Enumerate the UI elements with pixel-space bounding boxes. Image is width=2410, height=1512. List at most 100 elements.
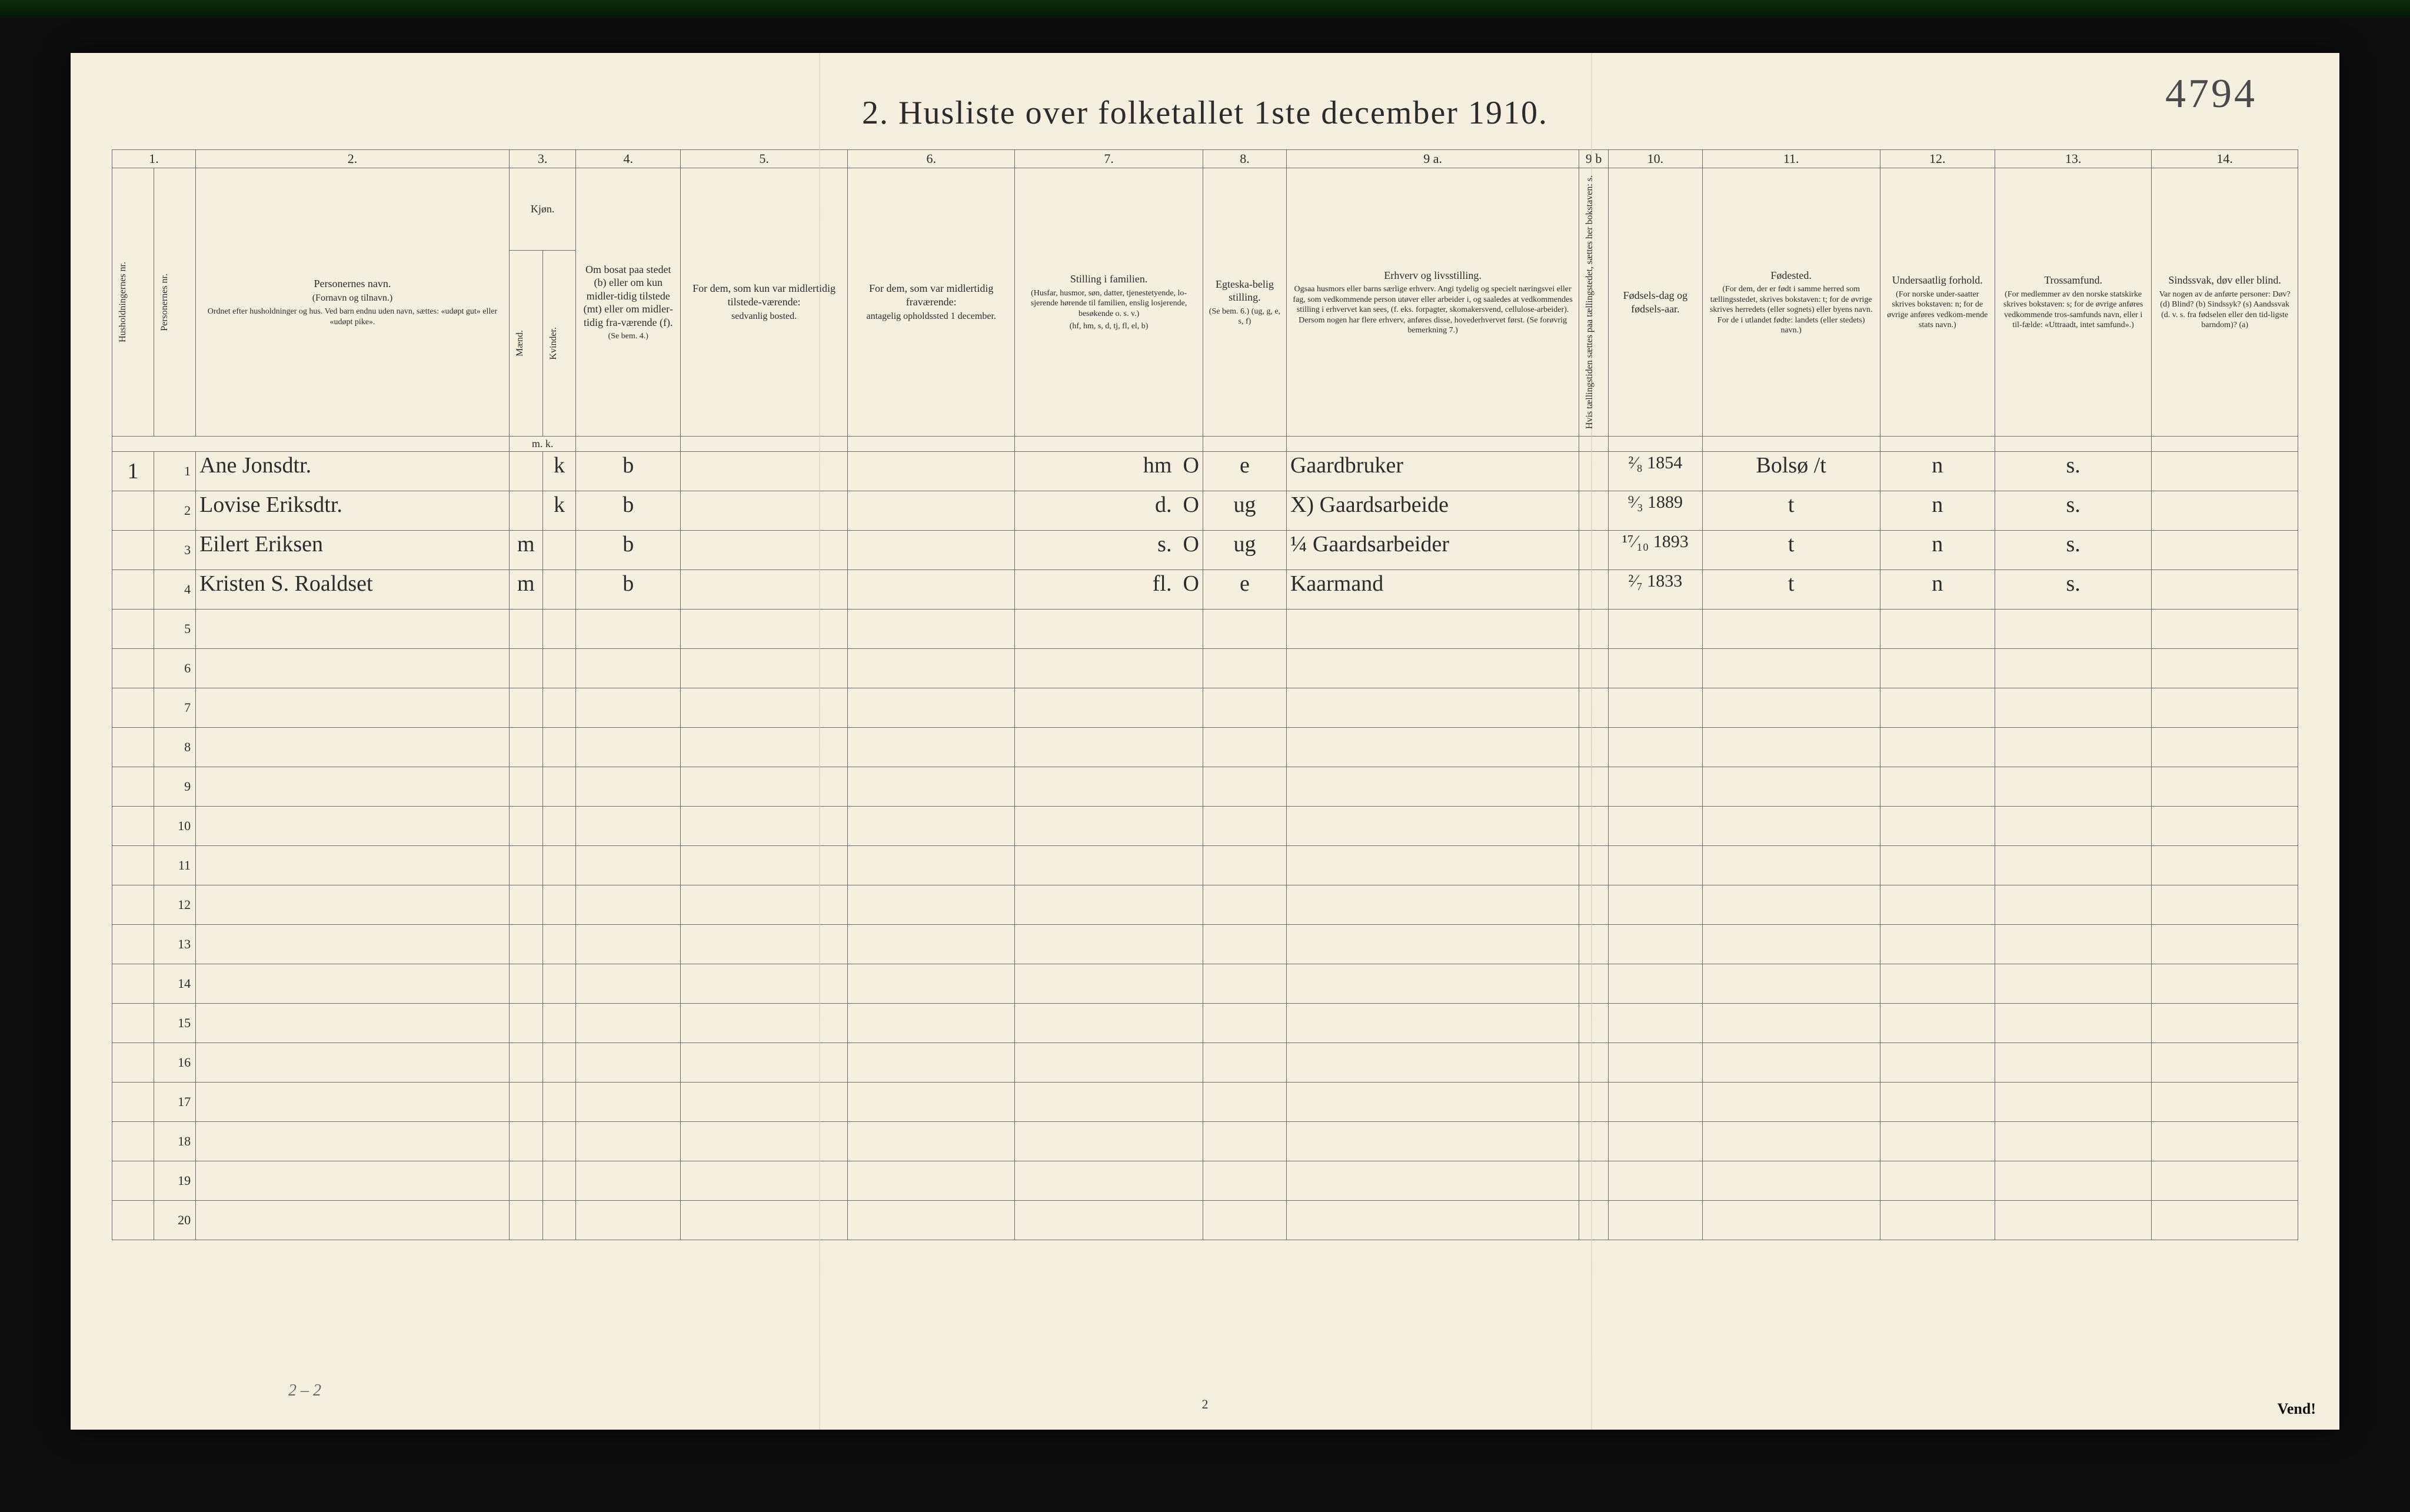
cell-blank bbox=[1203, 610, 1286, 649]
cell-blank bbox=[2152, 807, 2298, 846]
cell-blank bbox=[1015, 1083, 1203, 1122]
cell-blank bbox=[576, 1004, 681, 1043]
cell-blank bbox=[1880, 1122, 1995, 1161]
cell-blank bbox=[848, 1083, 1015, 1122]
cell-9b bbox=[1579, 491, 1609, 531]
cell-c14 bbox=[2152, 491, 2298, 531]
cell-fsted: Bolsø /t bbox=[1702, 452, 1880, 491]
cell-blank bbox=[1995, 1201, 2151, 1240]
cell-unders: n bbox=[1880, 491, 1995, 531]
cell-blank bbox=[681, 885, 848, 925]
cell-col6 bbox=[848, 491, 1015, 531]
cell-c14 bbox=[2152, 531, 2298, 570]
cell-col5 bbox=[681, 491, 848, 531]
cell-blank bbox=[1608, 728, 1702, 767]
hdr-famstilling-text: Stilling i familien. bbox=[1070, 273, 1148, 285]
cell-blank bbox=[2152, 688, 2298, 728]
cell-blank bbox=[1608, 885, 1702, 925]
colnum-7: 7. bbox=[1015, 150, 1203, 168]
hdr-erhverv-text: Erhverv og livsstilling. bbox=[1384, 269, 1482, 281]
page-title: 2. Husliste over folketallet 1ste decemb… bbox=[112, 94, 2298, 132]
cell-blank bbox=[1702, 1043, 1880, 1083]
cell-blank bbox=[2152, 846, 2298, 885]
colnum-8: 8. bbox=[1203, 150, 1286, 168]
cell-tros: s. bbox=[1995, 531, 2151, 570]
cell-blank bbox=[1286, 649, 1579, 688]
cell-blank bbox=[1015, 925, 1203, 964]
cell-blank bbox=[681, 964, 848, 1004]
cell-hh bbox=[112, 807, 154, 846]
cell-blank bbox=[576, 885, 681, 925]
cell-blank bbox=[2152, 1161, 2298, 1201]
cell-blank bbox=[576, 925, 681, 964]
cell-blank bbox=[196, 728, 510, 767]
cell-pn: 11 bbox=[154, 846, 196, 885]
paper-sheet: 4794 2. Husliste over folketallet 1ste d… bbox=[71, 53, 2339, 1430]
cell-blank bbox=[848, 1004, 1015, 1043]
cell-fdato: ²⁄₇ 1833 bbox=[1608, 570, 1702, 610]
hdr-tilstede: For dem, som kun var midlertidig tilsted… bbox=[681, 168, 848, 437]
cell-blank bbox=[1203, 1161, 1286, 1201]
cell-blank bbox=[1286, 964, 1579, 1004]
hdr-navn-sub2: Ordnet efter husholdninger og hus. Ved b… bbox=[199, 307, 505, 327]
cell-blank bbox=[542, 688, 576, 728]
cell-blank bbox=[1579, 885, 1609, 925]
hdr-egte-sub: (Se bem. 6.) (ug, g, e, s, f) bbox=[1207, 307, 1283, 327]
cell-blank bbox=[848, 767, 1015, 807]
hdr-tros-sub: (For medlemmer av den norske statskirke … bbox=[1999, 289, 2148, 331]
cell-blank bbox=[1579, 925, 1609, 964]
cell-blank bbox=[542, 846, 576, 885]
cell-blank bbox=[1702, 728, 1880, 767]
cell-blank bbox=[1880, 846, 1995, 885]
cell-blank bbox=[196, 846, 510, 885]
cell-blank bbox=[2152, 767, 2298, 807]
cell-pn: 15 bbox=[154, 1004, 196, 1043]
cell-erhverv: Kaarmand bbox=[1286, 570, 1579, 610]
cell-blank bbox=[1880, 610, 1995, 649]
hdr-kjon-k: Kvinder. bbox=[542, 250, 576, 437]
table-row: 19 bbox=[112, 1161, 2298, 1201]
table-row: 11Ane Jonsdtr.kbhm OeGaardbruker²⁄₈ 1854… bbox=[112, 452, 2298, 491]
table-row: 12 bbox=[112, 885, 2298, 925]
cell-blank bbox=[1880, 925, 1995, 964]
cell-unders: n bbox=[1880, 452, 1995, 491]
cell-blank bbox=[1286, 846, 1579, 885]
cell-blank bbox=[542, 1004, 576, 1043]
cell-blank bbox=[1702, 1201, 1880, 1240]
cell-pn: 17 bbox=[154, 1083, 196, 1122]
cell-blank bbox=[1015, 1122, 1203, 1161]
table-row: 20 bbox=[112, 1201, 2298, 1240]
cell-blank bbox=[1579, 807, 1609, 846]
table-row: 10 bbox=[112, 807, 2298, 846]
cell-blank bbox=[509, 925, 542, 964]
cell-blank bbox=[1608, 1004, 1702, 1043]
census-table: 1. 2. 3. 4. 5. 6. 7. 8. 9 a. 9 b 10. 11.… bbox=[112, 149, 2298, 1240]
cell-blank bbox=[848, 728, 1015, 767]
table-row: 9 bbox=[112, 767, 2298, 807]
handwritten-number-top-right: 4794 bbox=[2165, 71, 2257, 118]
cell-pn: 14 bbox=[154, 964, 196, 1004]
cell-blank bbox=[1702, 688, 1880, 728]
table-row: 8 bbox=[112, 728, 2298, 767]
cell-blank bbox=[1015, 688, 1203, 728]
cell-blank bbox=[509, 649, 542, 688]
hdr-person-nr: Personernes nr. bbox=[154, 168, 196, 437]
cell-blank bbox=[1579, 1083, 1609, 1122]
cell-egte: e bbox=[1203, 570, 1286, 610]
hdr-kjon: Kjøn. bbox=[509, 168, 576, 251]
cell-col6 bbox=[848, 452, 1015, 491]
cell-blank bbox=[1286, 807, 1579, 846]
colnum-5: 5. bbox=[681, 150, 848, 168]
cell-blank bbox=[509, 1083, 542, 1122]
cell-blank bbox=[2152, 885, 2298, 925]
cell-blank bbox=[1579, 767, 1609, 807]
cell-blank bbox=[196, 767, 510, 807]
hdr-egte: Egteska-belig stilling. (Se bem. 6.) (ug… bbox=[1203, 168, 1286, 437]
cell-sex-k bbox=[542, 531, 576, 570]
cell-blank bbox=[848, 1043, 1015, 1083]
cell-blank bbox=[1608, 846, 1702, 885]
cell-sex-k: k bbox=[542, 491, 576, 531]
cell-c14 bbox=[2152, 570, 2298, 610]
cell-blank bbox=[2152, 610, 2298, 649]
cell-blank bbox=[576, 1122, 681, 1161]
